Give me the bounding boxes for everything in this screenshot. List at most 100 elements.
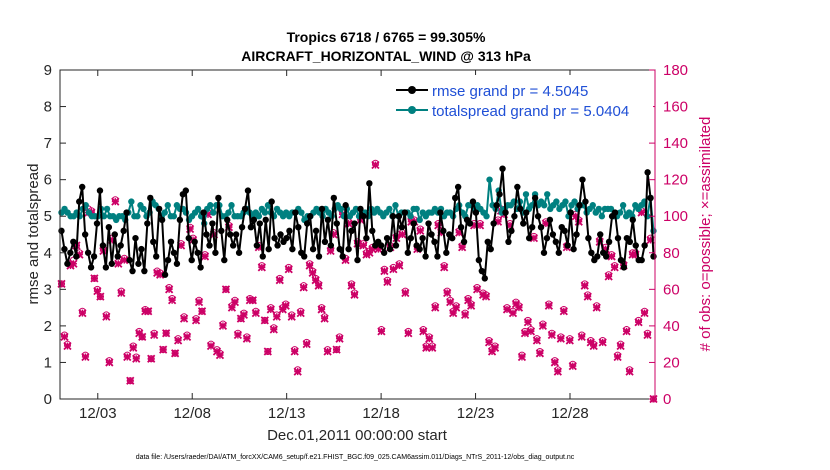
rmse-point [64, 260, 71, 267]
totalspread-point [607, 205, 615, 213]
obs-assimilated-point [242, 334, 252, 343]
obs-assimilated-point [428, 343, 437, 352]
rmse-point [573, 231, 580, 238]
obs-assimilated-point [57, 279, 66, 288]
obs-assimilated-point [347, 281, 356, 290]
rmse-point [469, 198, 477, 205]
rmse-point [443, 249, 450, 256]
totalspread-point [140, 205, 147, 213]
rmse-point [582, 198, 589, 205]
obs-assimilated-point [164, 285, 174, 294]
obs-assimilated-point [194, 297, 204, 307]
totalspread-point [483, 213, 490, 220]
rmse-point [576, 202, 583, 209]
rmse-point [141, 267, 148, 275]
obs-assimilated-point [179, 314, 189, 323]
obs-assimilated-point [395, 261, 404, 270]
obs-assimilated-point [589, 341, 598, 351]
rmse-point [221, 256, 228, 264]
rmse-point [147, 194, 154, 202]
rmse-point [73, 253, 80, 260]
obs-assimilated-point [643, 330, 652, 340]
rmse-point [167, 238, 175, 246]
obs-assimilated-point [275, 276, 284, 285]
rmse-point [487, 245, 494, 253]
rmse-point [451, 194, 459, 202]
obs-assimilated-point [147, 354, 156, 363]
rmse-point [295, 223, 302, 231]
totalspread-point [386, 205, 393, 213]
rmse-point [235, 249, 243, 256]
rmse-point [200, 209, 207, 216]
totalspread-point [134, 213, 141, 220]
rmse-point [466, 220, 474, 227]
legend-label-rmse: rmse grand pr = 4.5045 [432, 83, 588, 100]
obs-assimilated-point [520, 329, 530, 338]
y-tick-label: 0 [44, 391, 52, 408]
obs-assimilated-point [299, 283, 308, 292]
y-tick-label: 2 [44, 318, 52, 335]
rmse-point [428, 231, 435, 238]
obs-assimilated-point [544, 301, 553, 310]
y-right-tick-label: 120 [663, 172, 688, 189]
totalspread-point [261, 209, 269, 216]
obs-assimilated-point [263, 347, 272, 356]
rmse-point [629, 216, 636, 224]
rmse-point [114, 253, 121, 260]
obs-assimilated-point [592, 303, 601, 312]
totalspread-point [161, 209, 168, 216]
obs-assimilated-point [622, 327, 631, 336]
obs-assimilated-point [126, 376, 135, 385]
obs-assimilated-point [350, 290, 359, 299]
obs-assimilated-point [425, 334, 434, 343]
obs-assimilated-point [490, 343, 500, 352]
rmse-point [401, 209, 409, 216]
obs-assimilated-point [550, 358, 559, 367]
rmse-point [472, 209, 480, 216]
y-tick-label: 9 [44, 62, 52, 79]
rmse-point [250, 216, 258, 224]
rmse-point [537, 223, 545, 231]
obs-assimilated-point [78, 308, 87, 318]
rmse-point [232, 231, 240, 238]
obs-assimilated-point [598, 338, 607, 347]
rmse-point [339, 253, 346, 260]
obs-assimilated-point [401, 288, 410, 298]
obs-assimilated-point [117, 288, 126, 298]
rmse-point [641, 242, 648, 249]
x-tick-label: 12/28 [551, 405, 589, 422]
totalspread-point [616, 209, 624, 216]
obs-assimilated-point [111, 197, 120, 206]
rmse-point [650, 253, 657, 260]
obs-assimilated-point [170, 349, 180, 358]
rmse-point [620, 264, 628, 271]
y-right-tick-label: 20 [663, 354, 680, 371]
legend-marker-rmse [408, 86, 416, 94]
obs-assimilated-point [431, 303, 440, 312]
rmse-point [238, 223, 246, 231]
rmse-point [176, 216, 184, 224]
obs-assimilated-point [323, 347, 332, 356]
rmse-point [611, 209, 619, 216]
y-axis-right: 0 20 40 60 80 100 120 140 160 180 [649, 62, 688, 408]
y-right-tick-label: 160 [663, 99, 688, 116]
rmse-point [194, 249, 201, 256]
rmse-point [155, 205, 163, 213]
obs-assimilated-point [123, 352, 132, 362]
obs-assimilated-point [502, 305, 512, 314]
rmse-point [386, 245, 394, 253]
obs-assimilated-point [404, 329, 413, 338]
obs-assimilated-point [481, 292, 491, 301]
rmse-point [76, 198, 83, 205]
rmse-point [247, 223, 255, 231]
obs-assimilated-point [305, 261, 314, 270]
y-right-tick-label: 60 [663, 281, 680, 298]
rmse-point [96, 187, 104, 194]
y-tick-label: 5 [44, 208, 52, 225]
x-tick-label: 12/03 [79, 405, 117, 422]
totalspread-point [255, 213, 263, 220]
obs-assimilated-point [69, 259, 78, 268]
obs-assimilated-point [341, 255, 350, 265]
rmse-point [363, 234, 370, 242]
